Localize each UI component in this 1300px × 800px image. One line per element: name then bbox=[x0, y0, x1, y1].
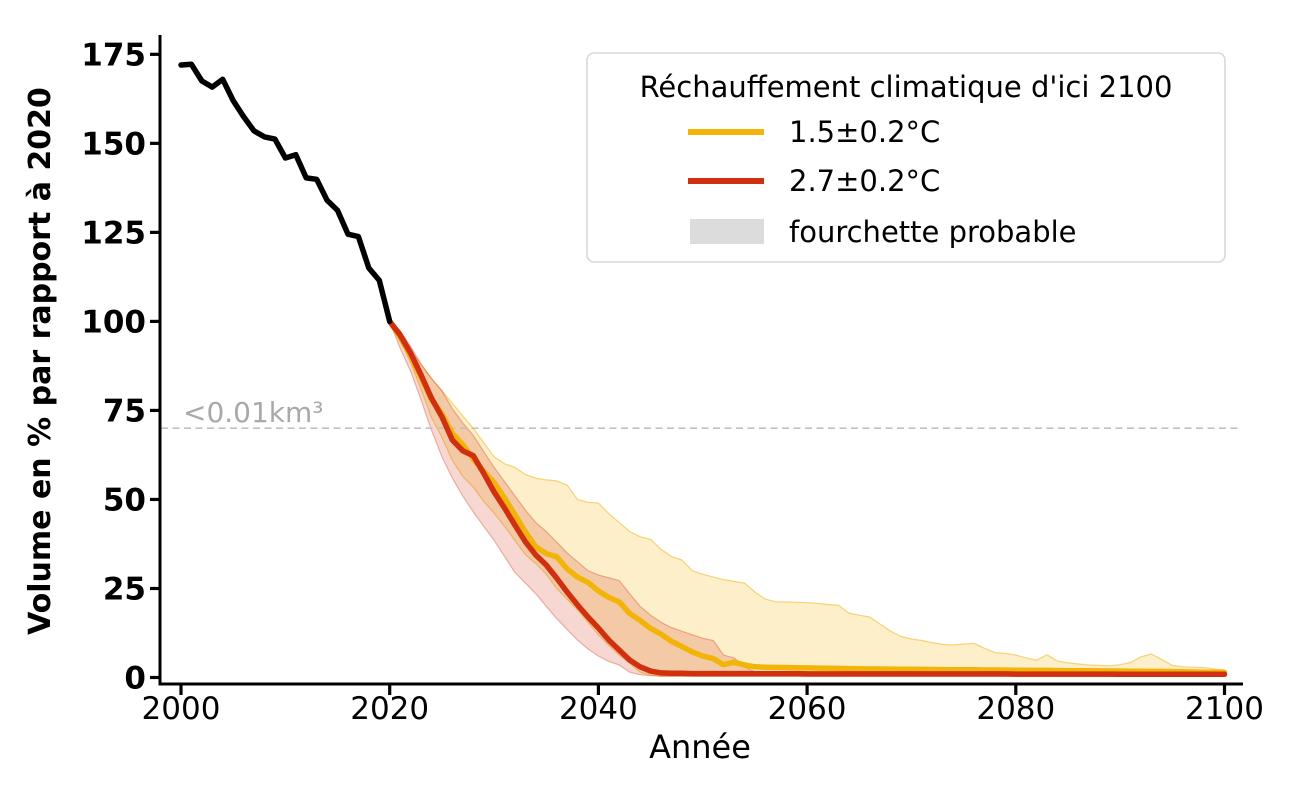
line-volume-historique bbox=[178, 61, 393, 325]
threshold-annotation: <0.01km³ bbox=[183, 396, 324, 429]
y-tick-label: 75 bbox=[103, 393, 146, 429]
y-tick-label: 150 bbox=[81, 126, 146, 162]
y-tick-label: 25 bbox=[103, 571, 146, 607]
legend-label-1.5C: 1.5±0.2°C bbox=[789, 115, 940, 149]
x-tick-label: 2040 bbox=[559, 691, 638, 727]
x-tick-label: 2080 bbox=[976, 691, 1055, 727]
data-lines bbox=[178, 61, 1228, 678]
legend-label-fourchette: fourchette probable bbox=[789, 215, 1077, 249]
axes: 0 25 50 75 100 125 150 175 2000 2020 2040 2060 2080 2… bbox=[81, 35, 1264, 727]
legend: Réchauffement climatique d'ici 2100 1.5±… bbox=[586, 52, 1226, 263]
y-tick-label: 175 bbox=[81, 37, 146, 73]
line-scenario-2.7C bbox=[386, 318, 1228, 678]
x-tick-label: 2100 bbox=[1185, 691, 1264, 727]
legend-label-2.7C: 2.7±0.2°C bbox=[789, 164, 940, 198]
x-axis-label: Année bbox=[649, 728, 751, 766]
y-tick-label: 100 bbox=[81, 304, 146, 340]
legend-box bbox=[586, 52, 1226, 263]
y-tick-label: 50 bbox=[103, 482, 146, 518]
line-scenario-1.5C bbox=[386, 318, 1228, 676]
uncertainty-bands bbox=[389, 320, 1226, 677]
legend-patch-swatch-fourchette bbox=[690, 219, 764, 244]
legend-title: Réchauffement climatique d'ici 2100 bbox=[640, 70, 1173, 104]
y-tick-label: 125 bbox=[81, 215, 146, 251]
y-tick-label: 0 bbox=[124, 661, 146, 697]
x-tick-label: 2060 bbox=[768, 691, 847, 727]
x-tick-label: 2000 bbox=[142, 691, 221, 727]
x-tick-label: 2020 bbox=[350, 691, 429, 727]
y-axis-label: Volume en % par rapport à 2020 bbox=[23, 87, 58, 635]
